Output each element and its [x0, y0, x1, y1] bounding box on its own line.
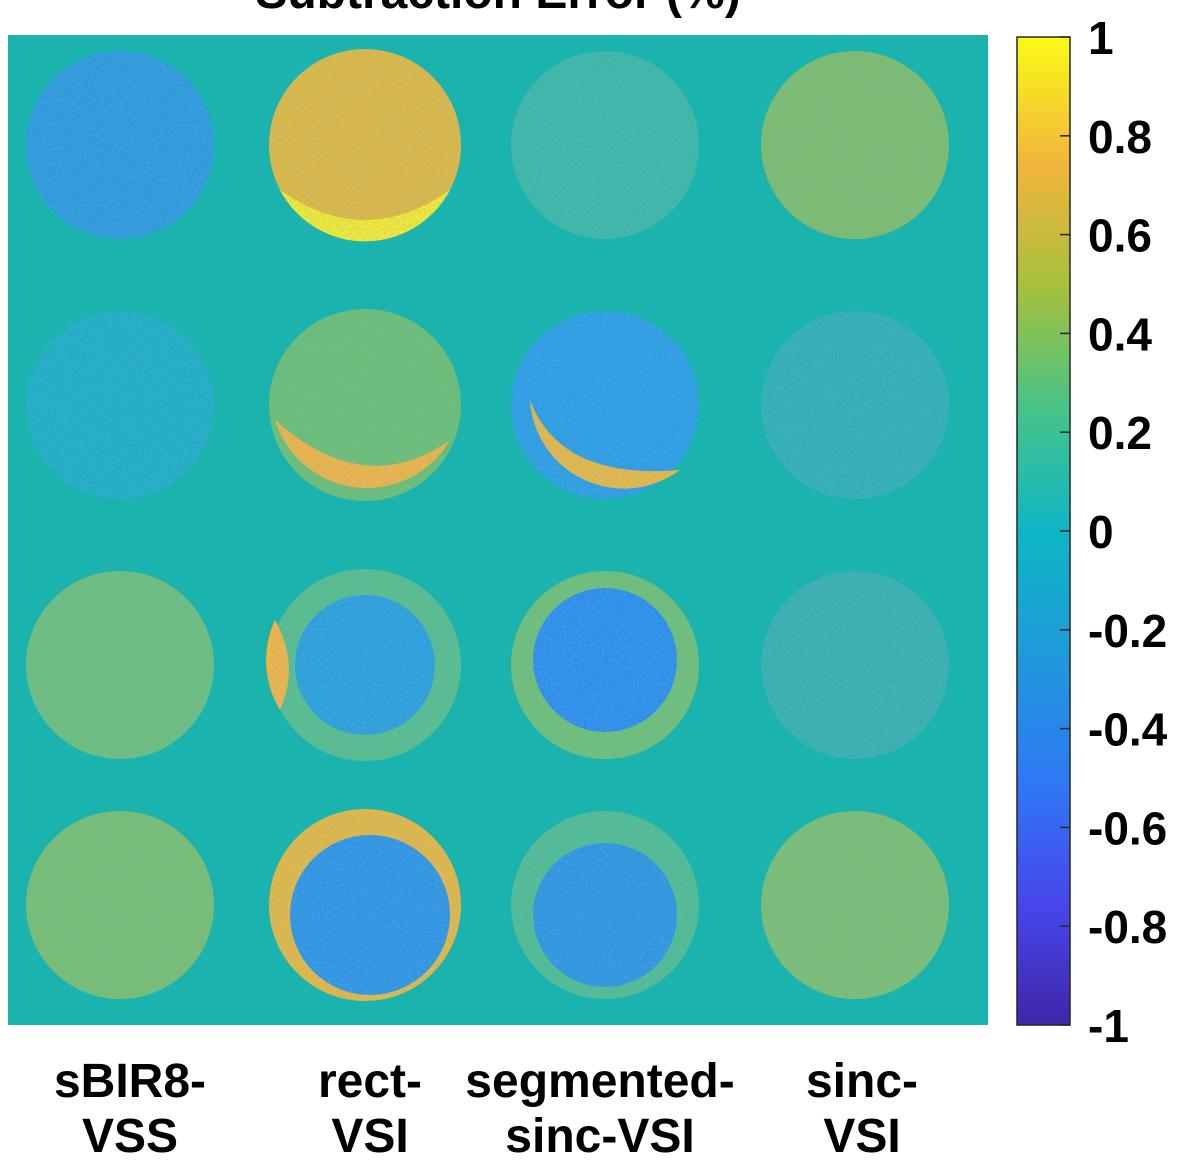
column-label: VSI — [331, 1110, 408, 1162]
image — [8, 35, 988, 1025]
colorbar-tick-label: -0.8 — [1088, 901, 1167, 953]
chart-title: Subtraction Error (%) — [255, 0, 740, 19]
colorbar-tick-label: 0.6 — [1088, 210, 1152, 262]
colorbar-tick-label: 0.4 — [1088, 308, 1152, 360]
column-label: VSS — [82, 1110, 178, 1162]
colorbar-tick-label: -0.6 — [1088, 802, 1167, 854]
column-label: sinc- — [806, 1055, 918, 1108]
colorbar-tick-label: 1 — [1088, 12, 1114, 64]
colorbar-tick-label: -1 — [1088, 1000, 1129, 1052]
column-label: VSI — [823, 1110, 900, 1162]
colorbar-tick-label: 0.2 — [1088, 407, 1152, 459]
colorbar-tick-label: -0.4 — [1088, 704, 1168, 756]
colorbar-tick-label: 0 — [1088, 506, 1114, 558]
colorbar-tick-label: -0.2 — [1088, 605, 1167, 657]
column-label: sBIR8- — [54, 1055, 206, 1108]
colorbar-tick-label: 0.8 — [1088, 111, 1152, 163]
column-label: segmented- — [465, 1055, 734, 1108]
column-label: rect- — [318, 1055, 422, 1108]
column-label: sinc-VSI — [505, 1110, 694, 1162]
